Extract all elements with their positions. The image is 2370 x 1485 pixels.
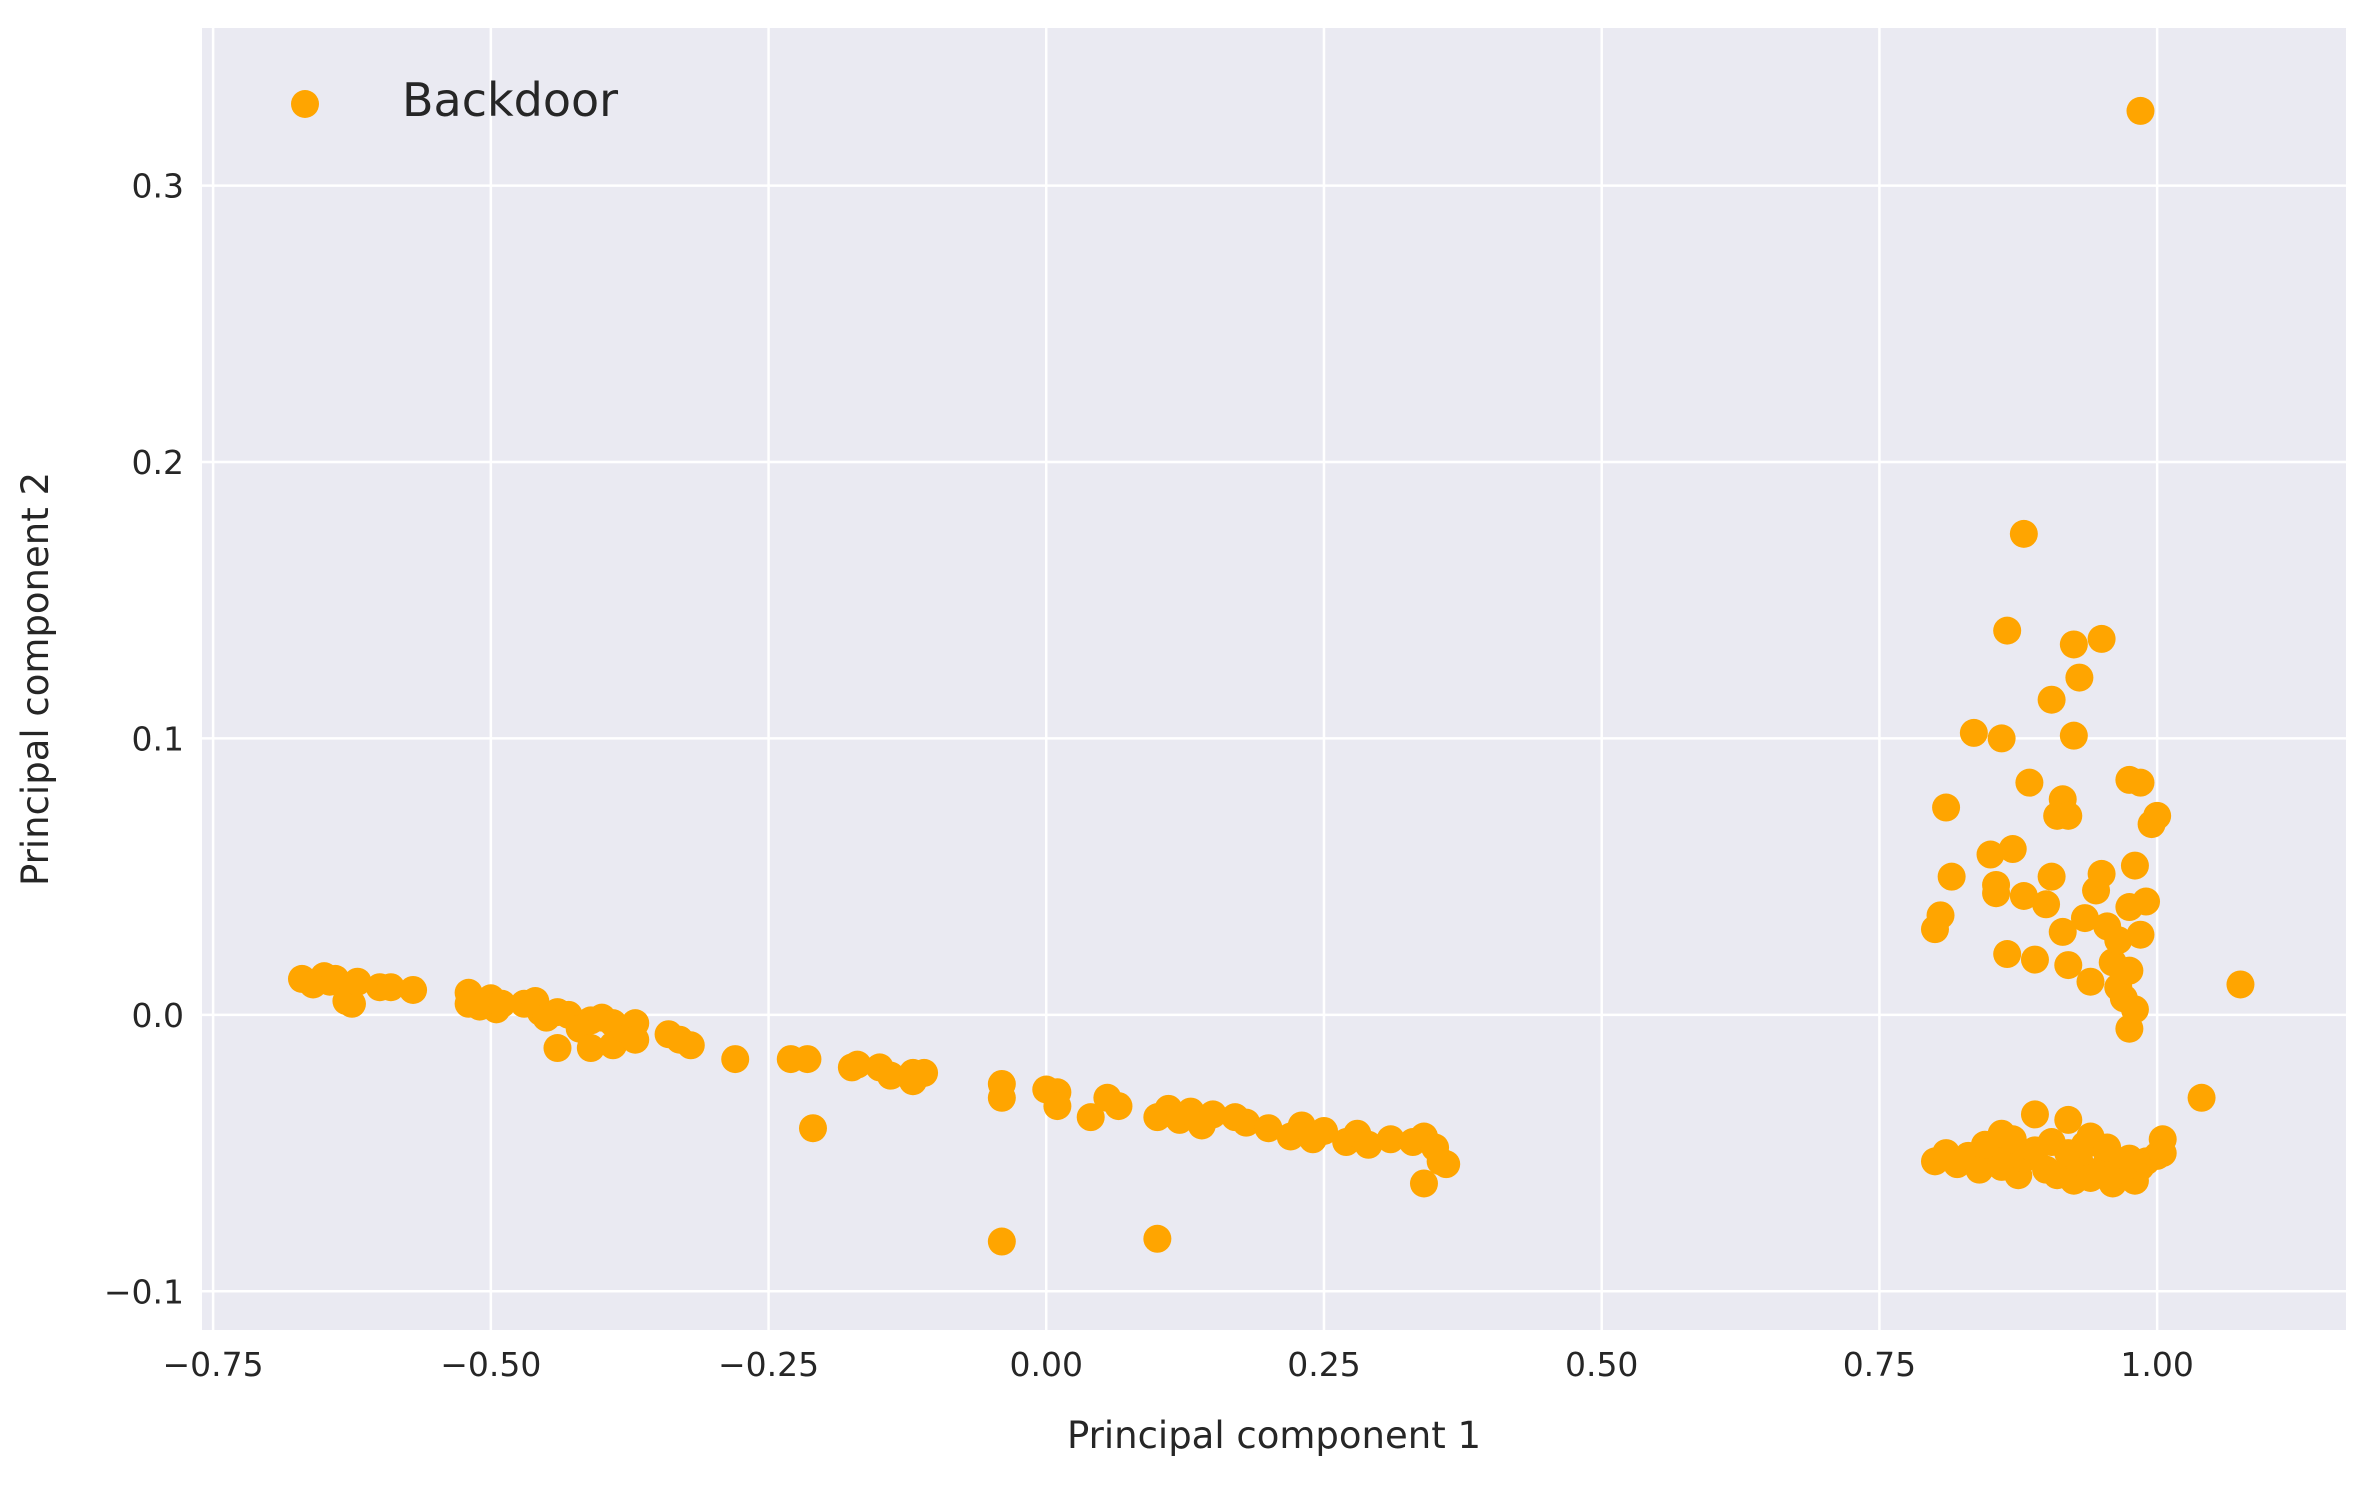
y-tick-label: 0.0 — [132, 996, 184, 1035]
data-point — [1998, 1125, 2027, 1154]
data-point — [1432, 1150, 1461, 1179]
data-point — [399, 975, 428, 1004]
data-point — [1232, 1108, 1261, 1137]
data-point — [2115, 893, 2144, 922]
data-point — [2065, 663, 2094, 692]
x-axis-label: Principal component 1 — [1067, 1414, 1481, 1457]
x-tick-label: 0.25 — [1287, 1345, 1360, 1384]
plot-background — [202, 28, 2346, 1330]
data-point — [2226, 970, 2255, 999]
data-point — [1932, 793, 1961, 822]
data-point — [487, 989, 516, 1018]
x-tick-label: −0.25 — [718, 1345, 819, 1384]
data-point — [1993, 940, 2022, 969]
data-point — [2054, 801, 2083, 830]
y-tick-label: −0.1 — [104, 1272, 184, 1311]
data-point — [2120, 851, 2149, 880]
data-point — [2087, 859, 2116, 888]
y-tick-labels: −0.1 0.0 0.1 0.2 0.3 — [104, 167, 184, 1312]
data-point — [2126, 920, 2155, 949]
data-point — [1993, 616, 2022, 645]
data-point — [1926, 901, 1955, 930]
x-tick-label: 0.75 — [1843, 1345, 1916, 1384]
data-point — [2143, 801, 2172, 830]
data-point — [1959, 718, 1988, 747]
data-point — [1987, 724, 2016, 753]
data-point — [1076, 1103, 1105, 1132]
data-point — [1198, 1100, 1227, 1129]
data-point — [987, 1227, 1016, 1256]
data-point — [843, 1050, 872, 1079]
data-point — [2120, 995, 2149, 1024]
x-tick-labels: −0.75 −0.50 −0.25 0.00 0.25 0.50 0.75 1.00 — [163, 1345, 2194, 1384]
data-point — [2115, 956, 2144, 985]
data-point — [2015, 768, 2044, 797]
data-point — [1043, 1092, 1072, 1121]
data-point — [621, 1025, 650, 1054]
data-point — [1309, 1116, 1338, 1145]
data-point — [1354, 1130, 1383, 1159]
data-point — [2087, 624, 2116, 653]
data-point — [1409, 1169, 1438, 1198]
data-point — [321, 964, 350, 993]
data-point — [2076, 967, 2105, 996]
legend-marker — [291, 90, 319, 118]
data-point — [2009, 519, 2038, 548]
data-point — [2093, 1133, 2122, 1162]
legend: Backdoor — [291, 73, 618, 127]
data-point — [2054, 1105, 2083, 1134]
y-tick-label: 0.1 — [132, 719, 184, 758]
data-point — [2037, 685, 2066, 714]
data-point — [910, 1058, 939, 1087]
data-point — [876, 1061, 905, 1090]
data-point — [798, 1114, 827, 1143]
data-point — [2187, 1083, 2216, 1112]
x-tick-label: 1.00 — [2120, 1345, 2193, 1384]
data-point — [2009, 882, 2038, 910]
data-point — [2048, 917, 2077, 946]
data-point — [2148, 1139, 2177, 1168]
legend-label: Backdoor — [402, 73, 618, 127]
data-point — [1937, 862, 1966, 891]
y-tick-label: 0.2 — [132, 443, 184, 482]
data-point — [2059, 721, 2088, 750]
data-point — [987, 1083, 1016, 1112]
data-point — [543, 1034, 572, 1063]
data-point — [2070, 904, 2099, 933]
data-point — [337, 989, 366, 1018]
x-tick-label: 0.00 — [1010, 1345, 1083, 1384]
y-axis-label: Principal component 2 — [14, 472, 57, 886]
data-point — [1104, 1092, 1133, 1121]
data-point — [1143, 1224, 1172, 1253]
y-tick-label: 0.3 — [132, 167, 184, 206]
data-point — [2126, 96, 2155, 125]
data-point — [1976, 840, 2005, 869]
data-point — [2020, 1100, 2049, 1129]
data-point — [2020, 945, 2049, 974]
data-points — [287, 96, 2255, 1256]
data-point — [721, 1045, 750, 1074]
data-point — [2059, 630, 2088, 659]
data-point — [1982, 879, 2011, 908]
data-point — [2126, 768, 2155, 797]
data-point — [1998, 835, 2027, 864]
x-tick-label: −0.75 — [163, 1345, 264, 1384]
data-point — [1376, 1125, 1405, 1154]
data-point — [2054, 951, 2083, 980]
data-point — [576, 1034, 605, 1063]
data-point — [676, 1031, 705, 1060]
data-point — [376, 973, 405, 1002]
data-point — [793, 1045, 822, 1074]
data-point — [2037, 862, 2066, 891]
data-point — [2104, 926, 2133, 955]
x-tick-label: 0.50 — [1565, 1345, 1638, 1384]
data-point — [2032, 890, 2061, 919]
x-tick-label: −0.50 — [440, 1345, 541, 1384]
data-point — [1254, 1114, 1283, 1143]
data-point — [343, 967, 372, 996]
